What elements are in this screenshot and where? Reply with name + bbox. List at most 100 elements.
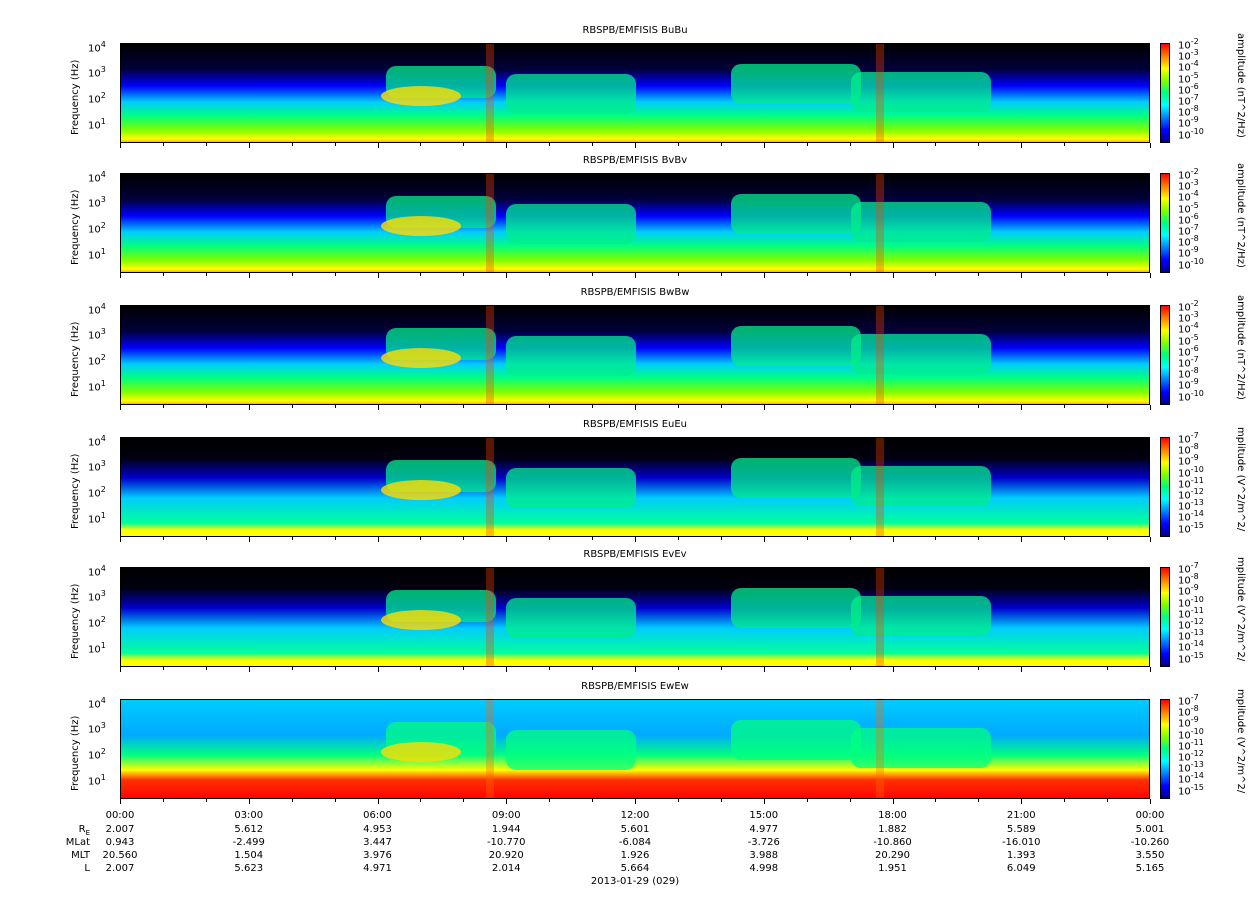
colorbar <box>1160 43 1170 143</box>
x-tick-mark <box>120 799 121 804</box>
x-tick-mark <box>463 799 465 802</box>
ephemeris-value: 5.001 <box>1135 824 1165 835</box>
ephemeris-value: 20.290 <box>875 850 910 861</box>
x-tick-mark <box>506 273 508 278</box>
x-tick-mark <box>677 405 679 408</box>
x-tick-mark <box>506 799 508 804</box>
x-tick-mark <box>1150 667 1151 672</box>
y-axis-label: Frequency (Hz) <box>70 59 81 135</box>
x-tick-mark <box>162 799 164 802</box>
x-tick-mark <box>1064 273 1066 276</box>
x-tick-mark <box>978 405 980 408</box>
y-tick-label: 103 <box>88 195 106 210</box>
ephemeris-value: 3.550 <box>1135 850 1165 861</box>
x-tick-mark <box>892 799 894 804</box>
x-tick-mark <box>720 143 722 146</box>
x-tick-mark <box>1150 273 1151 278</box>
x-tick-mark <box>763 273 765 278</box>
x-tick-mark <box>334 405 336 408</box>
ephemeris-value: 3.988 <box>749 850 779 861</box>
x-tick-mark <box>935 273 937 276</box>
colorbar-tick-label: 10-6 <box>1178 343 1199 359</box>
x-tick-mark <box>592 537 594 540</box>
y-tick-label: 102 <box>88 353 106 368</box>
x-tick-mark <box>1064 537 1066 540</box>
x-tick-mark <box>849 143 851 146</box>
ephemeris-value: 2.014 <box>491 863 521 874</box>
x-tick-mark <box>720 667 722 670</box>
x-tick-mark <box>248 537 250 542</box>
x-tick-mark <box>334 799 336 802</box>
y-tick-label: 102 <box>88 485 106 500</box>
x-tick-mark <box>291 405 293 408</box>
colorbar-tick-label: 10-7 <box>1178 355 1199 370</box>
colorbar-tick-label: 10-2 <box>1178 167 1199 182</box>
spectrogram-plot <box>120 305 1150 405</box>
ephemeris-value: 5.623 <box>234 863 264 874</box>
colorbar <box>1160 305 1170 405</box>
y-tick-label: 101 <box>88 117 106 132</box>
x-tick-mark <box>763 799 765 804</box>
ephemeris-value: 1.944 <box>491 824 521 835</box>
ephemeris-value: 1.393 <box>1006 850 1036 861</box>
ephemeris-value: 4.971 <box>363 863 392 874</box>
colorbar-tick-label: 10-11 <box>1178 605 1204 621</box>
spectrogram-plot <box>120 699 1150 799</box>
x-tick-mark <box>935 799 937 802</box>
x-tick-mark <box>162 537 164 540</box>
spectrogram-plot <box>120 437 1150 537</box>
x-tick-mark <box>677 143 679 146</box>
x-tick-mark <box>334 143 336 146</box>
x-tick-mark <box>935 537 937 540</box>
ephemeris-value: 20.560 <box>102 850 138 861</box>
colorbar-tick-label: 10-10 <box>1178 388 1204 403</box>
x-tick-mark <box>463 405 465 408</box>
x-tick-label: 18:00 <box>878 810 907 821</box>
colorbar-tick-label: 10-2 <box>1178 299 1199 314</box>
x-tick-mark <box>1107 405 1109 408</box>
x-tick-mark <box>549 405 551 408</box>
x-tick-mark <box>248 799 250 804</box>
panel-title: RBSPB/EMFISIS BwBw <box>580 287 690 298</box>
ephemeris-row-label: RE <box>78 824 90 837</box>
ephemeris-value: 4.953 <box>363 824 392 835</box>
ephemeris-value: 5.589 <box>1006 824 1036 835</box>
x-tick-mark <box>334 537 336 540</box>
spectrogram-plot <box>120 43 1150 143</box>
x-tick-mark <box>935 667 937 670</box>
x-tick-mark <box>978 143 980 146</box>
x-tick-mark <box>892 667 894 672</box>
x-tick-mark <box>420 667 422 670</box>
x-tick-mark <box>120 667 121 672</box>
colorbar-tick-label: 10-5 <box>1178 70 1199 85</box>
x-tick-mark <box>635 273 636 278</box>
colorbar-tick-label: 10-4 <box>1178 189 1199 204</box>
x-tick-mark <box>420 405 422 408</box>
x-tick-mark <box>806 799 808 802</box>
y-tick-label: 101 <box>88 379 106 394</box>
x-tick-mark <box>162 667 164 670</box>
colorbar-tick-label: 10-7 <box>1178 431 1199 446</box>
x-tick-mark <box>720 405 722 408</box>
colorbar-label: amplitude (nT^2/Hz) <box>1235 33 1246 138</box>
colorbar-tick-label: 10-9 <box>1178 583 1199 598</box>
x-tick-mark <box>806 667 808 670</box>
y-axis-label: Frequency (Hz) <box>70 453 81 529</box>
colorbar-tick-label: 10-3 <box>1178 178 1199 193</box>
y-tick-label: 101 <box>88 641 106 656</box>
y-tick-label: 102 <box>88 91 106 106</box>
colorbar-tick-label: 10-8 <box>1178 572 1199 587</box>
y-tick-label: 102 <box>88 615 106 630</box>
ephemeris-value: 3.447 <box>363 837 392 848</box>
colorbar-label: amplitude (nT^2/Hz) <box>1235 295 1246 400</box>
x-tick-mark <box>892 273 894 278</box>
colorbar-tick-label: 10-14 <box>1178 639 1204 654</box>
x-tick-mark <box>635 667 636 672</box>
panel-title: RBSPB/EMFISIS BvBv <box>582 155 688 166</box>
x-tick-mark <box>1150 405 1151 410</box>
x-tick-mark <box>635 799 636 804</box>
ephemeris-row-label: L <box>84 863 90 874</box>
x-tick-label: 00:00 <box>105 810 135 821</box>
y-tick-label: 103 <box>88 65 106 80</box>
panel-title: RBSPB/EMFISIS EwEw <box>581 681 689 692</box>
